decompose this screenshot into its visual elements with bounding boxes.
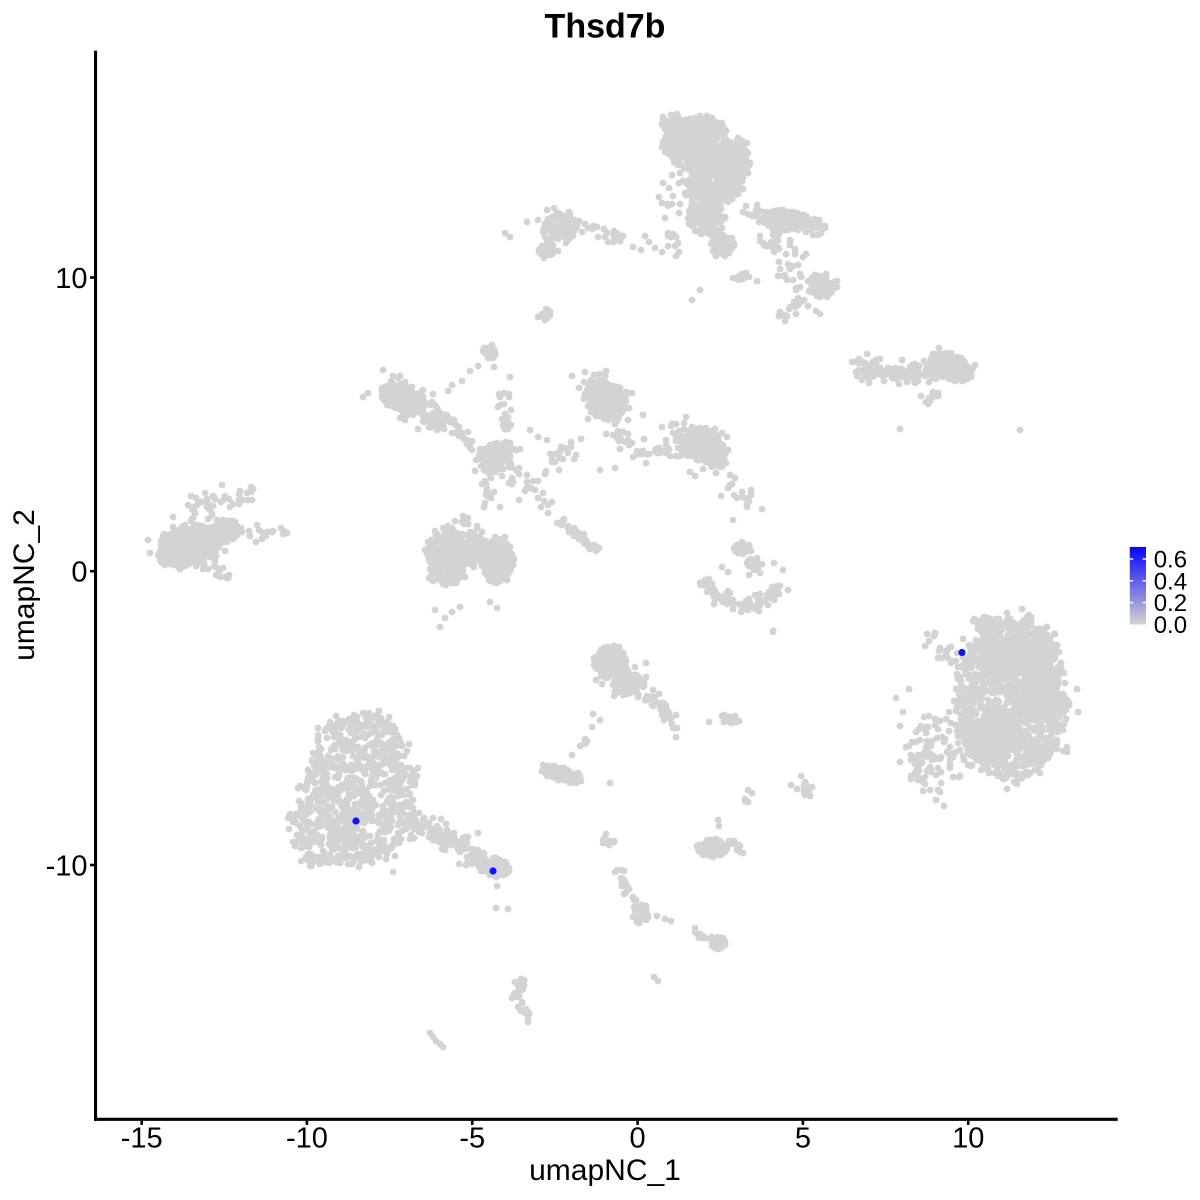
svg-text:5: 5 xyxy=(795,1123,811,1155)
svg-text:0: 0 xyxy=(71,557,87,589)
svg-text:0.6: 0.6 xyxy=(1154,547,1187,574)
svg-text:10: 10 xyxy=(55,263,87,295)
svg-text:-15: -15 xyxy=(121,1123,163,1155)
svg-text:0.0: 0.0 xyxy=(1154,612,1187,639)
svg-text:0: 0 xyxy=(630,1123,646,1155)
svg-text:0.4: 0.4 xyxy=(1154,568,1187,595)
svg-text:10: 10 xyxy=(952,1123,984,1155)
svg-text:umapNC_2: umapNC_2 xyxy=(8,509,41,661)
svg-text:umapNC_1: umapNC_1 xyxy=(529,1154,681,1187)
svg-text:-10: -10 xyxy=(286,1123,328,1155)
svg-text:-5: -5 xyxy=(459,1123,485,1155)
svg-text:Thsd7b: Thsd7b xyxy=(545,8,666,46)
svg-text:-10: -10 xyxy=(46,850,88,882)
svg-text:0.2: 0.2 xyxy=(1154,590,1187,617)
